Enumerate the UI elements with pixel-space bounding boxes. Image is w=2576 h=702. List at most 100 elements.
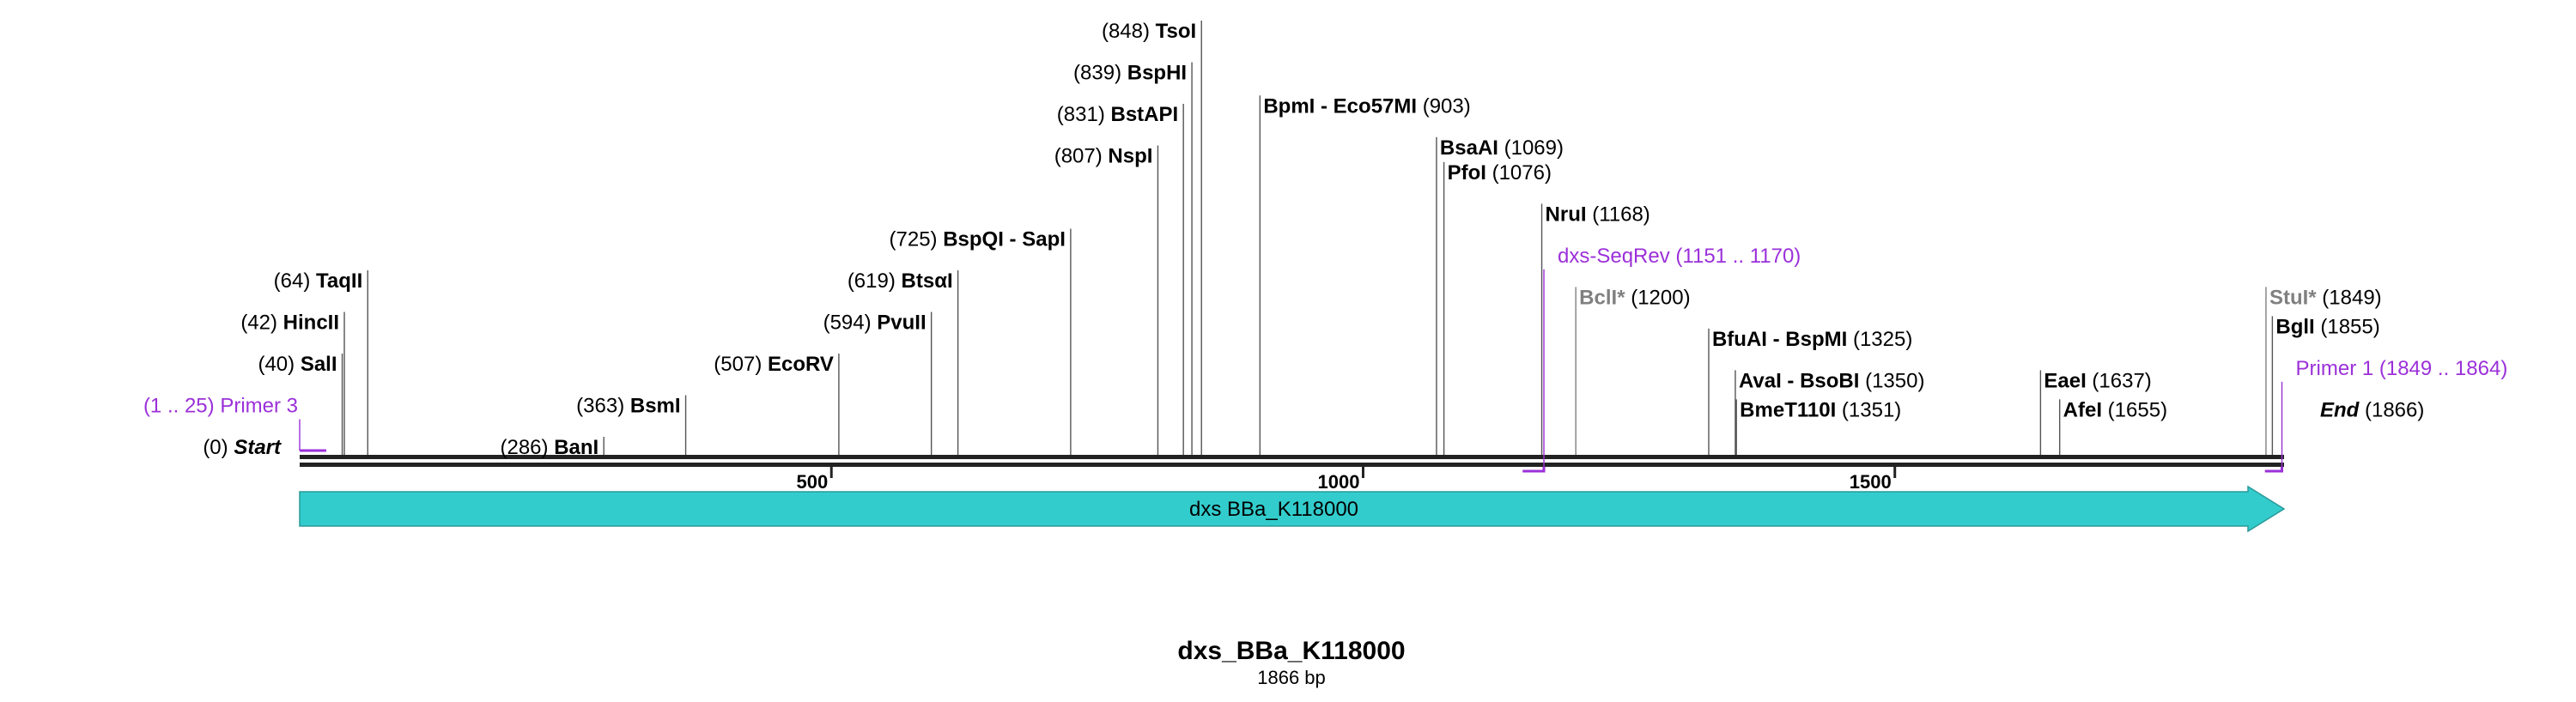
site-position: (1200) — [1625, 286, 1691, 309]
site-position: (0) — [203, 436, 234, 459]
site-name: PfoI — [1448, 161, 1486, 185]
site-name: BclI* — [1579, 286, 1625, 309]
enzyme-site-taqii: (64) TaqII — [274, 269, 363, 293]
axis-tick-label: 500 — [797, 471, 829, 493]
primer-bar[interactable] — [1522, 467, 1546, 473]
site-position: (594) — [823, 312, 878, 335]
site-name: BfuAI - BspMI — [1712, 328, 1847, 351]
site-name: TaqII — [316, 269, 362, 293]
map-title: dxs_BBa_K118000 — [1177, 637, 1405, 665]
enzyme-site-nrui: NruI (1168) — [1546, 203, 1650, 226]
primer-range: (1151 .. 1170) — [1670, 245, 1801, 268]
primer-range: (1849 .. 1864) — [2373, 357, 2507, 380]
enzyme-site-bani: (286) BanI — [500, 436, 598, 459]
site-position: (363) — [576, 395, 630, 418]
sequence-backbone — [300, 455, 2284, 467]
backbone-bottom-strand — [300, 463, 2284, 467]
leader-lines — [341, 21, 2274, 455]
primer-primer-1: Primer 1 (1849 .. 1864) — [2296, 357, 2508, 380]
site-position: (807) — [1054, 145, 1109, 168]
site-position: (839) — [1073, 62, 1127, 85]
site-position: (1637) — [2087, 369, 2152, 392]
site-position: (1350) — [1859, 369, 1924, 392]
site-name: BstAPI — [1110, 103, 1178, 126]
site-name: EaeI — [2044, 369, 2086, 392]
site-position: (1076) — [1486, 161, 1552, 185]
enzyme-site-bsaai: BsaAI (1069) — [1440, 136, 1564, 160]
site-labels: (0) Start(40) SalI(42) HincII(64) TaqII(… — [143, 20, 2507, 459]
enzyme-site-bcli: BclI* (1200) — [1579, 286, 1690, 309]
enzyme-site-bmet110i: BmeT110I (1351) — [1740, 398, 1901, 421]
site-position: (42) — [240, 312, 283, 335]
site-position: (1849) — [2317, 286, 2382, 309]
site-position: (1655) — [2102, 398, 2167, 421]
enzyme-site-tsoi: (848) TsoI — [1102, 20, 1196, 43]
primer-dxs-seqrev: dxs-SeqRev (1151 .. 1170) — [1558, 245, 1801, 268]
site-position: (286) — [500, 436, 554, 459]
site-name: BmeT110I — [1740, 398, 1836, 421]
site-name: AvaI - BsoBI — [1739, 369, 1859, 392]
enzyme-site-bspqi-sapi: (725) BspQI - SapI — [890, 228, 1066, 251]
site-name: BspHI — [1127, 62, 1187, 85]
primer-name: Primer 3 — [220, 395, 298, 418]
site-position: (1866) — [2359, 398, 2424, 421]
enzyme-site-bgli: BglI (1855) — [2275, 315, 2379, 338]
site-name: End — [2320, 398, 2360, 421]
site-position: (725) — [890, 228, 944, 251]
feature-arrow[interactable] — [299, 485, 2286, 533]
site-name: BsmI — [630, 395, 681, 418]
feature-track: dxs BBa_K118000 — [299, 485, 2286, 533]
site-name: Start — [234, 436, 282, 459]
axis-tick-label: 1000 — [1318, 471, 1360, 493]
enzyme-site-nspi: (807) NspI — [1054, 145, 1153, 168]
primer-name: Primer 1 — [2296, 357, 2374, 380]
site-position: (903) — [1417, 94, 1471, 118]
axis-ticks: 500 1000 1500 — [797, 467, 1897, 493]
site-name: BtsαI — [902, 269, 953, 293]
enzyme-site-afei: AfeI (1655) — [2063, 398, 2167, 421]
primer-primer-3: (1 .. 25) Primer 3 — [143, 395, 298, 418]
primer-marks — [299, 269, 2284, 473]
enzyme-site-eaei: EaeI (1637) — [2044, 369, 2151, 392]
site-name: BpmI - Eco57MI — [1263, 94, 1417, 118]
enzyme-site-bts-i: (619) BtsαI — [848, 269, 953, 293]
enzyme-site-bpmi-eco57mi: BpmI - Eco57MI (903) — [1263, 94, 1470, 118]
terminus-end: End (1866) — [2320, 398, 2424, 421]
site-name: PvuII — [877, 312, 926, 335]
site-name: SalI — [301, 353, 337, 376]
site-name: BanI — [554, 436, 598, 459]
site-name: EcoRV — [768, 353, 834, 376]
site-position: (1069) — [1498, 136, 1564, 160]
axis-tick-label: 1500 — [1850, 471, 1892, 493]
site-position: (1325) — [1847, 328, 1912, 351]
enzyme-site-ecorv: (507) EcoRV — [714, 353, 834, 376]
site-position: (1351) — [1836, 398, 1901, 421]
site-position: (831) — [1057, 103, 1111, 126]
site-position: (64) — [274, 269, 316, 293]
backbone-top-strand — [300, 455, 2284, 459]
primer-bar[interactable] — [2264, 467, 2284, 473]
site-name: TsoI — [1156, 20, 1197, 43]
enzyme-site-hincii: (42) HincII — [240, 312, 339, 335]
enzyme-site-bfuai-bspmi: BfuAI - BspMI (1325) — [1712, 328, 1912, 351]
site-name: BsaAI — [1440, 136, 1498, 160]
site-position: (848) — [1102, 20, 1156, 43]
site-name: NspI — [1108, 145, 1152, 168]
site-name: AfeI — [2063, 398, 2102, 421]
enzyme-site-bsphi: (839) BspHI — [1073, 62, 1187, 85]
site-name: StuI* — [2269, 286, 2317, 309]
map-subtitle: 1866 bp — [1257, 667, 1326, 688]
enzyme-site-stui: StuI* (1849) — [2269, 286, 2382, 309]
site-position: (619) — [848, 269, 902, 293]
enzyme-site-sali: (40) SalI — [258, 353, 337, 376]
enzyme-site-pvuii: (594) PvuII — [823, 312, 927, 335]
enzyme-site-bstapi: (831) BstAPI — [1057, 103, 1178, 126]
feature-label: dxs BBa_K118000 — [1189, 498, 1358, 521]
terminus-start: (0) Start — [203, 436, 282, 459]
enzyme-site-avai-bsobi: AvaI - BsoBI (1350) — [1739, 369, 1925, 392]
enzyme-site-bsmi: (363) BsmI — [576, 395, 680, 418]
enzyme-site-pfoi: PfoI (1076) — [1448, 161, 1552, 185]
site-position: (507) — [714, 353, 768, 376]
site-position: (1168) — [1587, 203, 1650, 226]
